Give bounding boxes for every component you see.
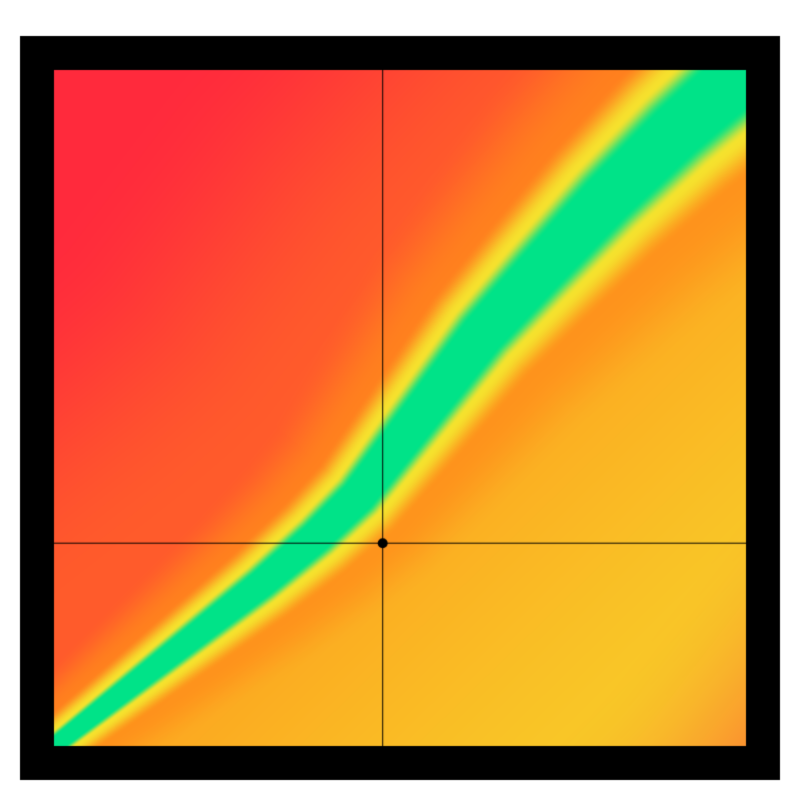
bottleneck-heatmap (0, 0, 800, 800)
